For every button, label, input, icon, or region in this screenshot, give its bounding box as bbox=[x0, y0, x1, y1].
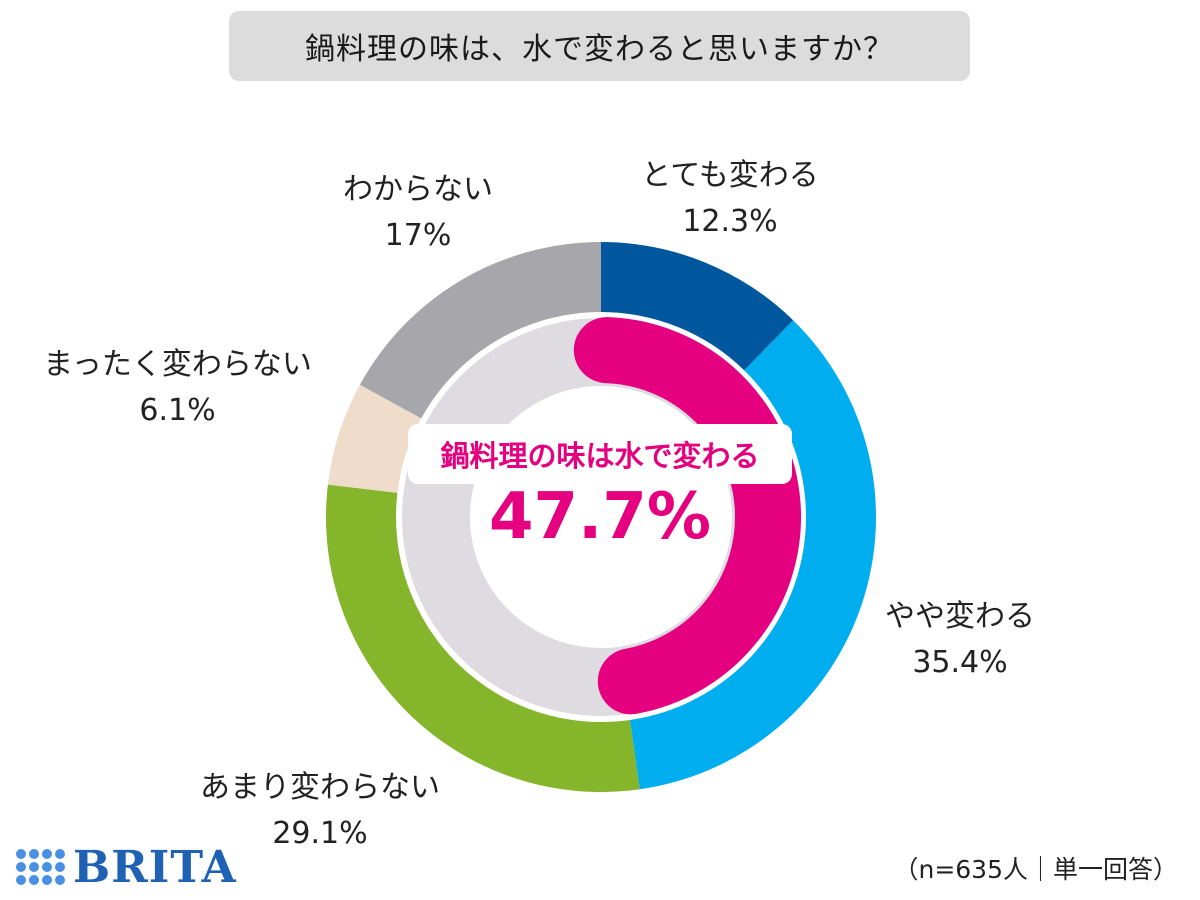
logo-dots-icon bbox=[16, 849, 65, 885]
label-text: とても変わる bbox=[641, 158, 819, 193]
outer-slice-4 bbox=[359, 242, 601, 419]
label-yaya-kawaru: やや変わる 35.4% bbox=[860, 594, 1060, 686]
label-totemo-kawaru: とても変わる 12.3% bbox=[620, 153, 840, 245]
chart-title: 鍋料理の味は、水で変わると思いますか？ bbox=[229, 11, 970, 81]
logo-text: BRITA bbox=[73, 841, 237, 893]
label-wakaranai: わからない 17% bbox=[318, 167, 518, 259]
outer-slice-0 bbox=[601, 242, 794, 371]
label-value: 17% bbox=[384, 218, 452, 253]
inner-highlight-arc bbox=[573, 317, 801, 715]
outer-slice-1 bbox=[629, 320, 876, 790]
brita-logo: BRITA bbox=[16, 841, 237, 893]
center-value: 47.7% bbox=[488, 480, 712, 554]
label-text: わからない bbox=[343, 172, 493, 207]
label-value: 29.1% bbox=[272, 816, 368, 851]
label-text: あまり変わらない bbox=[200, 770, 440, 805]
center-label: 鍋料理の味は水で変わる bbox=[408, 424, 792, 484]
label-text: まったく変わらない bbox=[43, 347, 312, 382]
label-value: 6.1% bbox=[139, 393, 216, 428]
footnote: （n=635人｜単一回答） bbox=[893, 855, 1178, 884]
label-mattaku-kawaranai: まったく変わらない 6.1% bbox=[10, 342, 345, 434]
outer-slice-2 bbox=[325, 484, 640, 792]
label-text: やや変わる bbox=[885, 599, 1035, 634]
outer-slice-3 bbox=[327, 384, 422, 493]
label-value: 35.4% bbox=[912, 645, 1008, 680]
label-amari-kawaranai: あまり変わらない 29.1% bbox=[170, 765, 470, 857]
label-value: 12.3% bbox=[682, 204, 778, 239]
